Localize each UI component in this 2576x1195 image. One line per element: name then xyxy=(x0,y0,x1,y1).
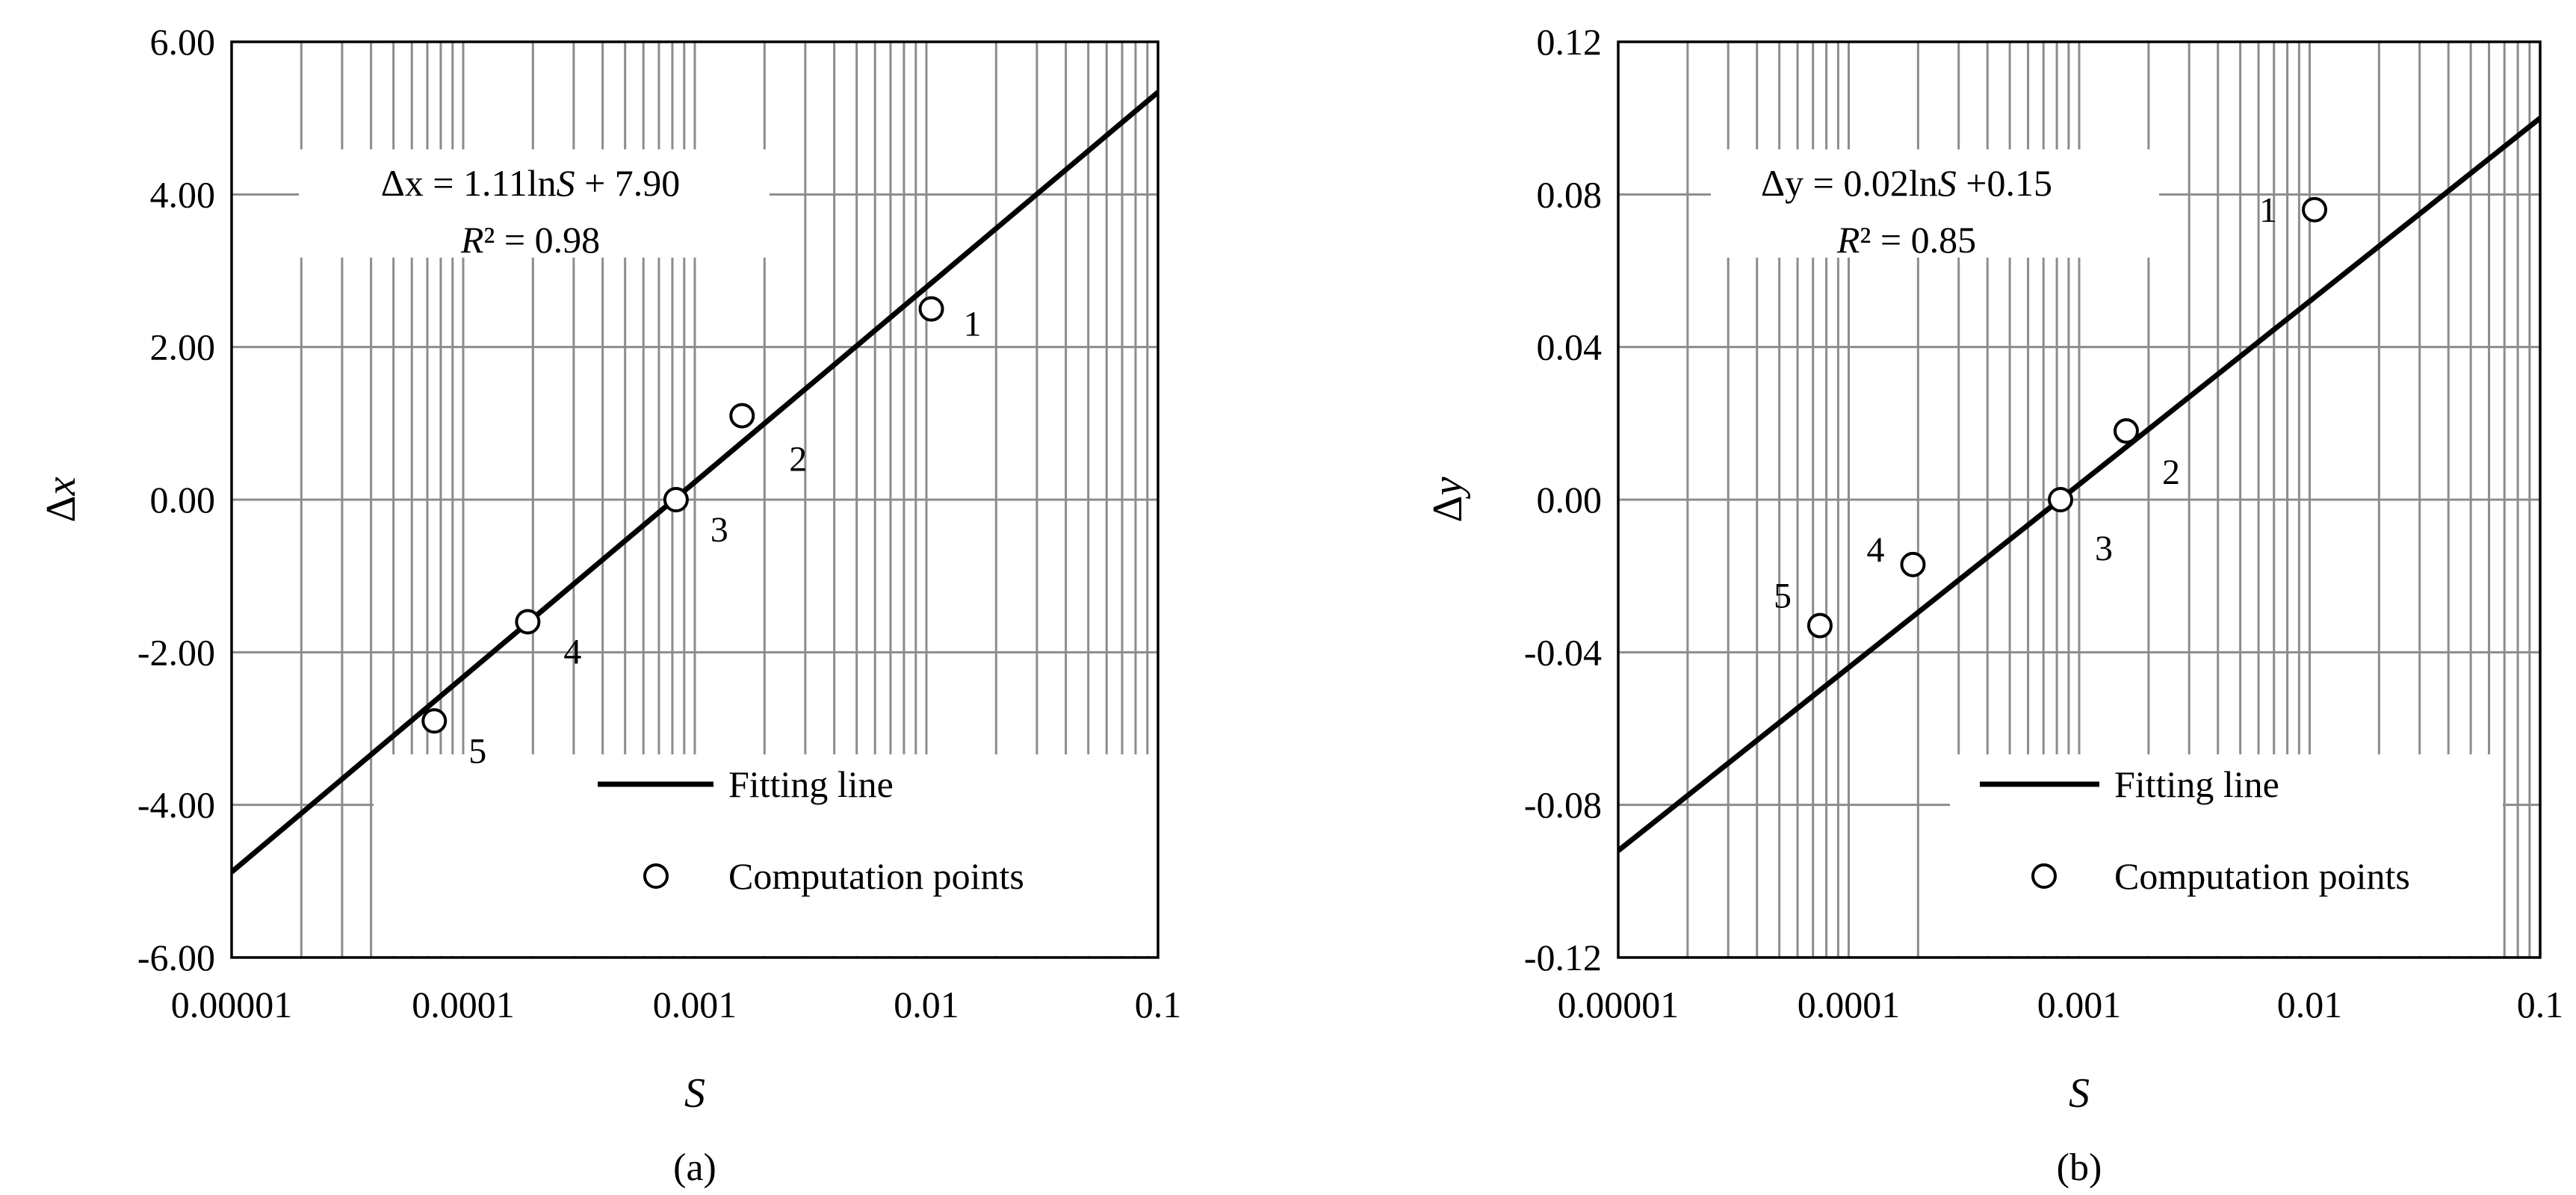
point-label-2: 2 xyxy=(2162,453,2180,492)
label-backdrop xyxy=(1950,754,2503,956)
y-tick-label: 0.00 xyxy=(1537,479,1603,521)
y-tick-label: 6.00 xyxy=(150,21,216,63)
computation-point-2 xyxy=(729,403,755,429)
legend-entry-fitting-line: Fitting line xyxy=(2114,763,2279,805)
r-squared: R² = 0.85 xyxy=(1836,219,1976,261)
y-tick-label: 0.00 xyxy=(150,479,216,521)
y-tick-label: 2.00 xyxy=(150,326,216,368)
point-label-4: 4 xyxy=(563,632,581,671)
point-label-5: 5 xyxy=(468,731,486,771)
y-axis-title: Δy xyxy=(1425,477,1471,522)
computation-point-1 xyxy=(918,296,944,322)
y-tick-label: 4.00 xyxy=(150,173,216,215)
y-axis-title: Δx xyxy=(38,477,84,522)
fit-equation: Δy = 0.02lnS +0.15 xyxy=(1761,162,2052,204)
y-tick-label: -0.12 xyxy=(1524,937,1602,978)
chart-panel-a: 1 2 3 4 5 6.00 4.00 2.00 0.00 -2.00 -4.00 -6.00 0.00… xyxy=(38,21,1181,1189)
y-tick-label: 0.08 xyxy=(1537,173,1603,215)
y-tick-label: 0.04 xyxy=(1537,326,1603,368)
fitting-line xyxy=(1618,116,2540,853)
y-tick-label: -6.00 xyxy=(137,937,215,978)
point-label-2: 2 xyxy=(789,440,807,479)
point-label-5: 5 xyxy=(1774,577,1792,616)
y-tick-label: -4.00 xyxy=(137,784,215,826)
legend-point-swatch xyxy=(643,863,669,889)
plot-frame xyxy=(230,40,1159,959)
legend-point-swatch xyxy=(2031,863,2057,889)
plot-frame xyxy=(1617,40,2542,959)
x-axis-title: S xyxy=(2069,1070,2090,1117)
point-label-3: 3 xyxy=(710,510,728,550)
legend: Fitting line Computation points xyxy=(598,763,1024,897)
point-label-1: 1 xyxy=(2259,190,2277,230)
y-tick-label: -0.04 xyxy=(1524,631,1602,673)
x-tick-label: 0.00001 xyxy=(171,984,293,1025)
computation-point-2 xyxy=(2113,418,2139,444)
x-tick-label: 0.00001 xyxy=(1558,984,1679,1025)
computation-point-4 xyxy=(515,609,541,635)
chart-panel-b: 1 2 3 4 5 0.12 0.08 0.04 0.00 -0.04 -0.08 -0.12 0.00… xyxy=(1425,21,2563,1189)
r-squared: R² = 0.98 xyxy=(460,219,600,261)
computation-point-3 xyxy=(663,487,689,512)
fitting-line xyxy=(232,90,1158,875)
y-tick-label: 0.12 xyxy=(1537,21,1603,63)
x-tick-label: 0.01 xyxy=(2277,984,2343,1025)
legend-entry-fitting-line: Fitting line xyxy=(728,763,894,805)
label-backdrop xyxy=(1711,149,2159,258)
y-tick-label: -0.08 xyxy=(1524,784,1602,826)
computation-point-3 xyxy=(2048,487,2074,512)
x-tick-label: 0.0001 xyxy=(412,984,515,1025)
x-tick-label: 0.001 xyxy=(653,984,737,1025)
point-label-4: 4 xyxy=(1866,530,1884,570)
x-tick-label: 0.1 xyxy=(1135,984,1182,1025)
x-tick-label: 0.01 xyxy=(894,984,959,1025)
x-axis-title: S xyxy=(684,1070,705,1117)
y-tick-label: -2.00 xyxy=(137,631,215,673)
fit-equation: Δx = 1.11lnS + 7.90 xyxy=(381,162,681,204)
label-backdrop xyxy=(374,754,1158,956)
computation-point-5 xyxy=(421,708,448,734)
computation-point-1 xyxy=(2302,196,2328,223)
label-backdrop xyxy=(299,149,770,258)
point-label-3: 3 xyxy=(2095,529,2113,568)
panel-label: (b) xyxy=(2057,1146,2102,1189)
computation-point-4 xyxy=(1900,551,1926,577)
point-label-1: 1 xyxy=(964,305,982,344)
x-tick-label: 0.001 xyxy=(2037,984,2122,1025)
legend: Fitting line Computation points xyxy=(1980,763,2410,897)
x-tick-label: 0.1 xyxy=(2517,984,2564,1025)
legend-entry-computation-points: Computation points xyxy=(728,855,1024,897)
legend-entry-computation-points: Computation points xyxy=(2114,855,2410,897)
panel-label: (a) xyxy=(673,1146,716,1189)
x-tick-label: 0.0001 xyxy=(1798,984,1901,1025)
computation-point-5 xyxy=(1806,612,1833,639)
